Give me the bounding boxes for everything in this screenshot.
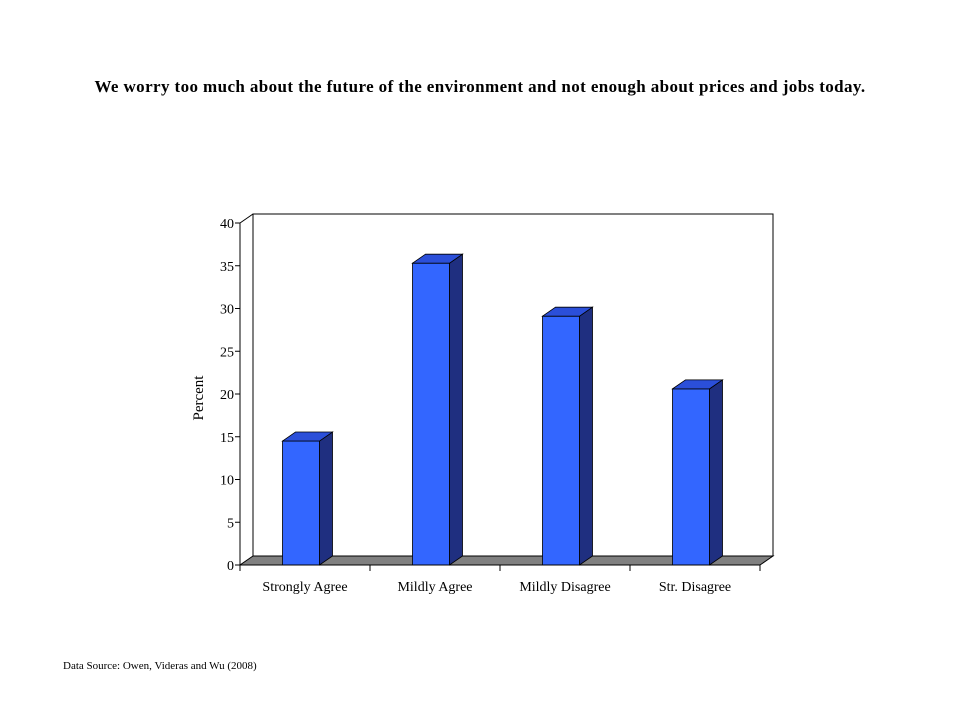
- bar: [411, 253, 464, 566]
- x-tick-label: Strongly Agree: [262, 580, 347, 595]
- y-tick-label: 15: [220, 431, 234, 446]
- bar: [281, 431, 334, 566]
- bar-top: [281, 431, 334, 442]
- x-axis: Strongly Agree Mildly Agree Mildly Disagre…: [239, 564, 761, 595]
- bar-side: [319, 431, 333, 566]
- bars: [281, 253, 724, 566]
- x-tick-label: Mildly Agree: [397, 580, 472, 595]
- bar-side: [709, 379, 723, 566]
- bar: [541, 306, 594, 566]
- y-tick-label: 40: [220, 217, 234, 232]
- y-tick-label: 0: [227, 559, 234, 574]
- bar-top: [671, 379, 724, 390]
- x-tick-label: Str. Disagree: [659, 580, 731, 595]
- y-tick-label: 5: [227, 516, 234, 531]
- y-axis-title: Percent: [191, 375, 207, 421]
- bar: [671, 379, 724, 566]
- y-tick-label: 20: [220, 388, 234, 403]
- bar-front: [542, 315, 580, 566]
- bar-top: [411, 253, 464, 264]
- x-tick-label: Mildly Disagree: [519, 580, 610, 595]
- bar-side: [579, 306, 593, 566]
- data-source-note: Data Source: Owen, Videras and Wu (2008): [63, 660, 257, 672]
- bar-side: [449, 253, 463, 566]
- wall-edge: [239, 213, 254, 224]
- y-tick-label: 30: [220, 303, 234, 318]
- bar-top: [541, 306, 594, 317]
- y-tick-label: 25: [220, 345, 234, 360]
- y-tick-label: 10: [220, 474, 234, 489]
- chart-title: We worry too much about the future of th…: [94, 77, 866, 96]
- bar-front: [672, 388, 710, 566]
- y-axis: 0 5 10 15 20 25 30 35 40: [220, 217, 241, 574]
- bar-front: [412, 262, 450, 566]
- bar-front: [282, 440, 320, 566]
- y-tick-label: 35: [220, 260, 234, 275]
